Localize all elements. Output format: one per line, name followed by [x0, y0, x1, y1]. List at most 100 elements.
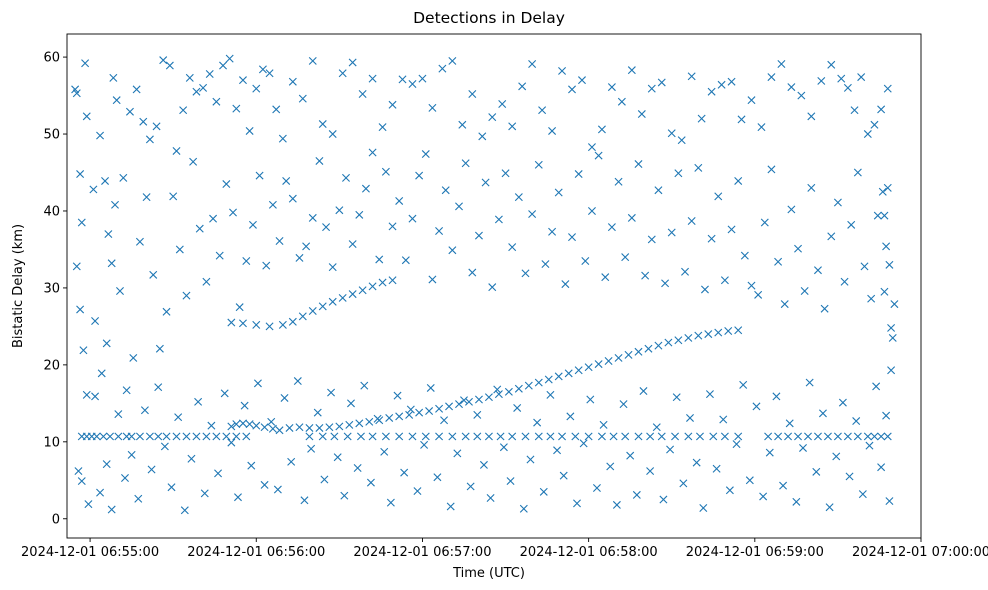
data-point [318, 120, 327, 129]
data-point [365, 417, 374, 426]
data-point [592, 483, 601, 492]
data-point [621, 432, 630, 441]
data-point [524, 381, 533, 390]
data-point [74, 467, 83, 476]
data-point [302, 242, 311, 251]
data-point [571, 432, 580, 441]
data-point [162, 432, 171, 441]
data-point [634, 160, 643, 169]
data-point [498, 100, 507, 109]
data-point [96, 131, 105, 140]
data-point [827, 232, 836, 241]
y-tick-label: 60 [43, 51, 60, 66]
data-point [887, 323, 896, 332]
data-point [863, 432, 872, 441]
data-point [421, 432, 430, 441]
data-point [160, 442, 169, 451]
data-point [347, 399, 355, 408]
data-point [253, 379, 262, 388]
data-point [455, 400, 463, 409]
data-point [127, 450, 136, 459]
data-point [435, 404, 444, 413]
data-point [714, 328, 723, 337]
data-point [564, 369, 573, 378]
data-point [155, 344, 164, 353]
data-point [880, 287, 889, 296]
data-point [661, 279, 670, 288]
data-point [657, 432, 666, 441]
data-point [767, 73, 776, 82]
data-point [418, 74, 427, 83]
data-point [872, 382, 881, 391]
data-point [205, 70, 214, 79]
data-point [461, 432, 470, 441]
x-tick-label: 2024-12-01 07:00:00 [852, 545, 988, 560]
data-point [671, 432, 680, 441]
data-point [804, 432, 812, 441]
data-point [345, 420, 354, 429]
data-point [720, 432, 729, 441]
data-point [484, 393, 493, 402]
data-point [182, 432, 191, 441]
data-point [634, 347, 643, 356]
data-point [378, 278, 387, 287]
data-point [694, 163, 703, 172]
data-point [112, 96, 121, 105]
data-point [238, 419, 247, 428]
data-point [232, 420, 241, 429]
data-point [764, 432, 773, 441]
data-point [199, 83, 208, 92]
data-point [853, 168, 862, 177]
data-point [521, 269, 530, 278]
data-point [817, 76, 826, 85]
data-point [863, 130, 872, 139]
data-point [227, 422, 236, 431]
data-point [792, 497, 801, 506]
data-point [77, 477, 86, 486]
data-point [568, 233, 577, 242]
data-point [759, 492, 768, 501]
data-point [734, 326, 743, 335]
data-point [526, 455, 535, 464]
data-point [300, 496, 309, 505]
data-point [187, 454, 196, 463]
data-point [704, 330, 713, 339]
data-point [468, 268, 477, 277]
data-point [681, 267, 690, 276]
data-point [145, 432, 154, 441]
data-point [838, 398, 847, 407]
data-point [212, 432, 221, 441]
data-point [242, 257, 251, 265]
data-point [614, 177, 623, 186]
data-point [413, 487, 422, 496]
data-point [165, 61, 174, 70]
data-point [747, 281, 756, 290]
data-point [534, 432, 543, 441]
data-point [546, 390, 555, 399]
data-point [621, 253, 630, 262]
data-point [322, 223, 331, 232]
data-point [425, 407, 434, 416]
data-point [664, 338, 673, 347]
data-point [474, 395, 483, 404]
data-point [539, 487, 548, 496]
data-point [421, 150, 430, 159]
data-point [579, 439, 588, 448]
data-point [541, 260, 550, 269]
data-point [159, 56, 168, 65]
data-point [282, 176, 291, 185]
data-point [546, 432, 555, 441]
data-point [882, 411, 891, 420]
data-point [619, 400, 628, 409]
data-point [885, 260, 894, 269]
data-point [435, 226, 444, 235]
data-point [288, 77, 297, 86]
data-point [652, 423, 661, 432]
y-tick-label: 0 [52, 512, 60, 527]
data-point [415, 408, 424, 417]
data-point [343, 432, 352, 441]
data-point [360, 381, 369, 390]
data-point [295, 423, 304, 432]
data-point [91, 392, 100, 401]
data-point [694, 331, 703, 340]
